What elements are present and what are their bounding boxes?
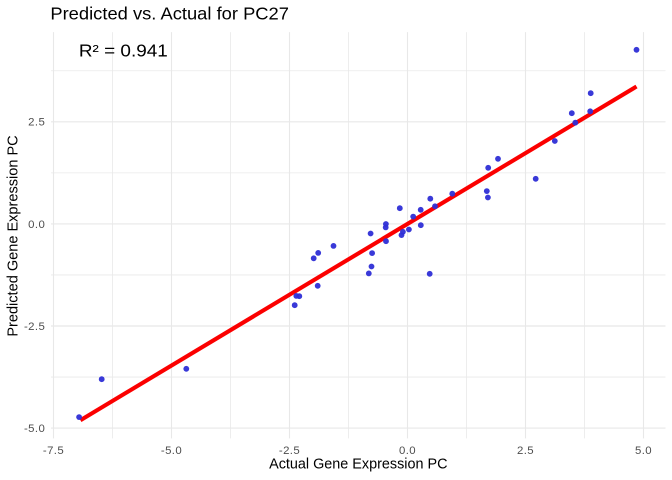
svg-text:-2.5: -2.5: [279, 445, 300, 457]
svg-text:R² = 0.941: R² = 0.941: [79, 41, 168, 60]
svg-text:2.5: 2.5: [517, 445, 534, 457]
svg-text:-5.0: -5.0: [24, 423, 45, 435]
svg-text:Predicted Gene Expression PC: Predicted Gene Expression PC: [6, 135, 22, 336]
svg-text:0.0: 0.0: [28, 219, 45, 231]
svg-text:-7.5: -7.5: [43, 445, 64, 457]
svg-text:-5.0: -5.0: [161, 445, 182, 457]
svg-text:-2.5: -2.5: [24, 321, 45, 333]
svg-text:2.5: 2.5: [28, 117, 45, 129]
svg-text:Actual Gene Expression PC: Actual Gene Expression PC: [269, 457, 447, 473]
svg-text:Predicted vs. Actual for PC27: Predicted vs. Actual for PC27: [50, 4, 289, 23]
svg-text:5.0: 5.0: [635, 445, 652, 457]
svg-text:0.0: 0.0: [399, 445, 416, 457]
